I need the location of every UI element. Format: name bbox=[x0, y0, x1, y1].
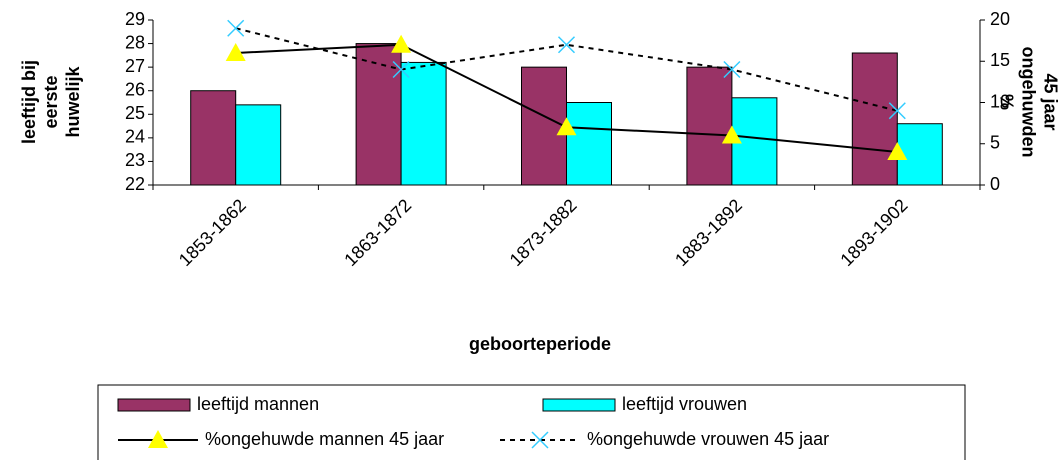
line bbox=[235, 27, 898, 112]
line-marker bbox=[227, 19, 245, 37]
y2-tick-label: 20 bbox=[990, 9, 1010, 29]
line-marker bbox=[557, 36, 576, 54]
line-marker-stroke bbox=[557, 36, 576, 54]
legend-label: leeftijd mannen bbox=[197, 394, 319, 414]
x-tick-label: 1853-1862 bbox=[175, 195, 250, 270]
y-tick-label: 25 bbox=[125, 103, 145, 123]
bar bbox=[566, 102, 612, 186]
y-axis-title-line: eerste bbox=[41, 75, 61, 128]
y2-axis-title: % ongehuwden 45 jaar bbox=[996, 47, 1060, 158]
y-tick-label: 26 bbox=[125, 79, 145, 99]
legend-item: leeftijd mannen bbox=[117, 394, 319, 414]
line-marker-stroke bbox=[723, 60, 741, 79]
legend-marker bbox=[531, 431, 549, 449]
bar bbox=[400, 61, 447, 186]
y-axis-title-line: huwelijk bbox=[63, 66, 83, 138]
bar bbox=[896, 123, 943, 186]
x-tick-label: 1893-1902 bbox=[836, 195, 911, 270]
line-marker bbox=[887, 142, 908, 160]
line-marker bbox=[225, 43, 246, 61]
line-marker-stroke bbox=[227, 19, 245, 37]
legend-item: %ongehuwde vrouwen 45 jaar bbox=[500, 429, 829, 449]
y2-tick-label: 0 bbox=[990, 174, 1000, 194]
line-marker bbox=[556, 117, 577, 136]
legend-item: leeftijd vrouwen bbox=[542, 394, 747, 414]
line-marker bbox=[723, 60, 741, 79]
y-tick-label: 28 bbox=[125, 32, 145, 52]
legend-swatch bbox=[117, 398, 191, 412]
line-marker bbox=[391, 34, 412, 53]
line-marker bbox=[721, 125, 742, 144]
y-tick-label: 23 bbox=[125, 150, 145, 170]
x-tick-label: 1883-1892 bbox=[671, 195, 746, 270]
y2-axis-title-line: % bbox=[996, 94, 1016, 110]
bar bbox=[851, 52, 898, 186]
line-marker-stroke bbox=[888, 102, 906, 120]
legend-label: leeftijd vrouwen bbox=[622, 394, 747, 414]
y-axis-title: leeftijd bij eerste huwelijk bbox=[19, 60, 83, 144]
line-marker-stroke bbox=[392, 60, 410, 79]
y2-tick-label: 10 bbox=[990, 91, 1010, 111]
legend-swatch bbox=[542, 398, 616, 412]
y-axis-title-line: leeftijd bij bbox=[19, 60, 39, 144]
y2-axis-title-line: 45 jaar bbox=[1040, 73, 1060, 130]
x-tick-label: 1873-1882 bbox=[506, 195, 581, 270]
y2-tick-label: 5 bbox=[990, 133, 1000, 153]
y-tick-label: 24 bbox=[125, 127, 145, 147]
legend-marker bbox=[148, 430, 168, 448]
x-axis-title: geboorteperiode bbox=[469, 334, 611, 354]
bar bbox=[686, 66, 733, 186]
legend-label: %ongehuwde mannen 45 jaar bbox=[205, 429, 444, 449]
y2-axis-title-line: ongehuwden bbox=[1018, 47, 1038, 158]
x-tick-label: 1863-1872 bbox=[340, 195, 415, 270]
bar bbox=[190, 90, 237, 186]
line-marker bbox=[888, 102, 906, 120]
bar bbox=[235, 104, 282, 186]
y2-tick-label: 15 bbox=[990, 50, 1010, 70]
legend-marker-stroke bbox=[531, 431, 549, 449]
legend-item: %ongehuwde mannen 45 jaar bbox=[118, 429, 444, 449]
y-tick-label: 29 bbox=[125, 9, 145, 29]
line-marker bbox=[392, 60, 410, 79]
y-tick-label: 22 bbox=[125, 174, 145, 194]
legend-label: %ongehuwde vrouwen 45 jaar bbox=[587, 429, 829, 449]
bar bbox=[521, 66, 567, 186]
bar bbox=[355, 43, 402, 186]
y-tick-label: 27 bbox=[125, 56, 145, 76]
